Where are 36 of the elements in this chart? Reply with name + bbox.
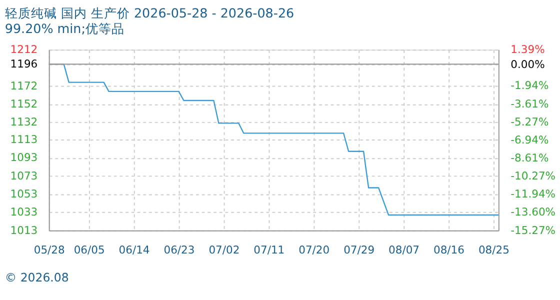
x-tick-label: 07/20: [298, 243, 330, 256]
x-tick-label: 06/23: [164, 243, 195, 256]
x-tick-label: 06/14: [118, 243, 150, 256]
y2-tick-label: 1.39%: [510, 43, 545, 56]
x-tick-label: 05/28: [34, 243, 65, 256]
y2-tick-label: -11.94%: [510, 188, 556, 201]
y-tick-label: 1212: [10, 43, 38, 56]
x-tick-label: 07/02: [208, 243, 240, 256]
chart-subtitle: 99.20% min;优等品: [4, 21, 125, 36]
y-tick-label: 1152: [10, 98, 38, 111]
x-tick-label: 08/25: [478, 243, 510, 256]
x-tick-label: 06/05: [74, 243, 105, 256]
y2-tick-label: -1.94%: [510, 79, 549, 92]
y2-tick-label: -6.94%: [510, 133, 549, 146]
y2-tick-label: -10.27%: [510, 170, 556, 183]
y-tick-label: 1172: [10, 79, 38, 92]
y-tick-label: 1013: [10, 224, 38, 237]
chart-title: 轻质纯碱 国内 生产价 2026-05-28 - 2026-08-26: [4, 5, 294, 20]
y-tick-label: 1196: [10, 58, 38, 71]
x-tick-label: 07/11: [254, 243, 285, 256]
x-tick-label: 07/29: [344, 243, 375, 256]
y-tick-label: 1073: [10, 169, 38, 182]
y-tick-label: 1053: [10, 188, 38, 201]
x-tick-label: 08/07: [388, 243, 420, 256]
y2-tick-label: -5.27%: [510, 115, 549, 128]
y-tick-label: 1132: [10, 116, 38, 129]
text: © 2026.08: [4, 270, 69, 284]
y2-tick-label: -15.27%: [510, 224, 556, 237]
y2-tick-label: -3.61%: [510, 97, 549, 110]
y-tick-label: 1113: [10, 133, 38, 146]
y2-tick-label: -13.60%: [510, 206, 556, 219]
y2-tick-label: -8.61%: [510, 152, 549, 165]
y-tick-label: 1033: [10, 206, 38, 219]
x-tick-label: 08/16: [433, 243, 465, 256]
y2-tick-label: 0.00%: [510, 58, 545, 72]
y-tick-label: 1093: [10, 151, 38, 164]
